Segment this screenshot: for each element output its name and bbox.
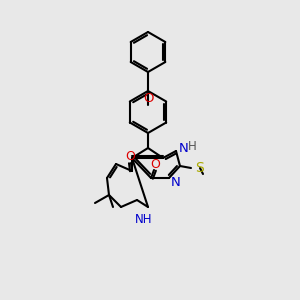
Text: O: O (125, 151, 135, 164)
Text: H: H (188, 140, 197, 154)
Text: NH: NH (135, 213, 153, 226)
Text: N: N (179, 142, 189, 155)
Text: N: N (171, 176, 181, 188)
Text: O: O (150, 158, 160, 170)
Text: O: O (143, 92, 153, 106)
Text: S: S (195, 161, 204, 175)
